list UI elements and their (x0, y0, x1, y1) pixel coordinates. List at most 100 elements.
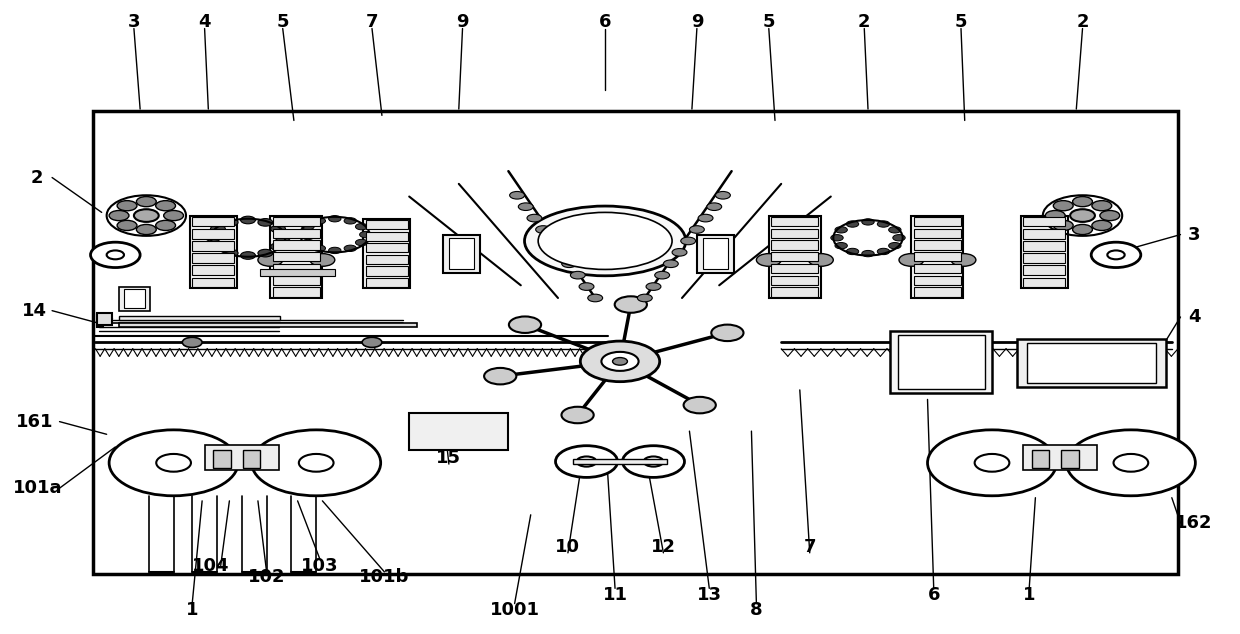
Text: 161: 161 (16, 413, 53, 430)
Text: 12: 12 (651, 538, 676, 555)
Circle shape (689, 226, 704, 233)
Circle shape (846, 249, 858, 255)
Circle shape (310, 254, 335, 266)
Circle shape (580, 341, 660, 382)
Bar (911, 216, 963, 298)
Text: 101b: 101b (360, 568, 409, 586)
Bar (213, 450, 231, 468)
Circle shape (484, 368, 516, 384)
Circle shape (831, 235, 843, 241)
Circle shape (345, 245, 357, 252)
Circle shape (570, 271, 585, 279)
Circle shape (107, 250, 124, 259)
Text: 13: 13 (697, 586, 722, 604)
Circle shape (117, 200, 136, 210)
Bar (898, 335, 985, 389)
Circle shape (562, 260, 577, 268)
Bar (273, 287, 320, 297)
Circle shape (707, 203, 722, 210)
Bar (914, 252, 961, 261)
Circle shape (1091, 242, 1141, 268)
Circle shape (893, 235, 905, 241)
Circle shape (299, 454, 334, 472)
Circle shape (241, 252, 255, 259)
Bar (273, 229, 320, 238)
Bar (119, 316, 280, 320)
Circle shape (275, 234, 290, 242)
Text: 1001: 1001 (490, 601, 539, 619)
Bar (273, 240, 320, 250)
Circle shape (1100, 210, 1120, 221)
Text: 7: 7 (366, 13, 378, 31)
Circle shape (975, 454, 1009, 472)
Circle shape (136, 224, 156, 235)
Circle shape (252, 430, 381, 496)
Bar (771, 287, 818, 297)
Circle shape (258, 249, 273, 257)
Bar (771, 264, 818, 273)
Bar (1023, 241, 1065, 250)
Text: 4: 4 (1188, 308, 1200, 326)
Circle shape (889, 226, 901, 233)
Ellipse shape (538, 212, 672, 269)
Circle shape (329, 247, 341, 254)
Text: 3: 3 (1188, 226, 1200, 243)
Text: 103: 103 (301, 557, 339, 574)
Circle shape (182, 337, 202, 347)
Bar (192, 254, 234, 263)
Bar (1061, 450, 1079, 468)
Text: 1: 1 (186, 601, 198, 619)
Circle shape (1107, 250, 1125, 259)
Circle shape (877, 221, 889, 227)
Bar (914, 240, 961, 250)
Circle shape (889, 242, 901, 249)
Bar (703, 238, 728, 269)
Circle shape (577, 456, 596, 467)
Bar (260, 269, 335, 276)
Circle shape (644, 456, 663, 467)
Circle shape (655, 271, 670, 279)
Circle shape (1114, 454, 1148, 472)
Bar (1023, 254, 1065, 263)
Text: 15: 15 (436, 449, 461, 467)
Bar (1023, 445, 1097, 470)
Bar (273, 276, 320, 285)
Circle shape (622, 446, 684, 477)
Circle shape (301, 239, 314, 246)
Circle shape (211, 225, 226, 233)
Bar (771, 240, 818, 250)
Bar (409, 413, 508, 450)
Text: 6: 6 (599, 13, 611, 31)
Circle shape (258, 219, 273, 226)
Text: 5: 5 (955, 13, 967, 31)
Circle shape (556, 446, 618, 477)
Bar (192, 278, 234, 287)
Bar (205, 445, 279, 470)
Bar (124, 289, 145, 308)
Bar (914, 276, 961, 285)
Circle shape (1066, 430, 1195, 496)
Text: 3: 3 (128, 13, 140, 31)
Bar (97, 313, 112, 325)
Circle shape (613, 358, 627, 365)
Circle shape (835, 242, 847, 249)
Circle shape (899, 254, 924, 266)
Bar (97, 314, 103, 327)
Text: 5: 5 (763, 13, 775, 31)
Circle shape (134, 209, 159, 222)
Text: 10: 10 (556, 538, 580, 555)
Bar (914, 287, 961, 297)
Bar (771, 276, 818, 285)
Circle shape (109, 210, 129, 221)
Bar (769, 216, 821, 298)
Bar (192, 217, 234, 226)
Circle shape (646, 283, 661, 290)
Text: 2: 2 (31, 169, 43, 186)
Circle shape (508, 316, 541, 333)
Circle shape (715, 191, 730, 199)
Circle shape (362, 337, 382, 347)
Circle shape (681, 237, 696, 245)
Bar (914, 217, 961, 226)
Text: 11: 11 (603, 586, 627, 604)
Circle shape (270, 243, 285, 250)
